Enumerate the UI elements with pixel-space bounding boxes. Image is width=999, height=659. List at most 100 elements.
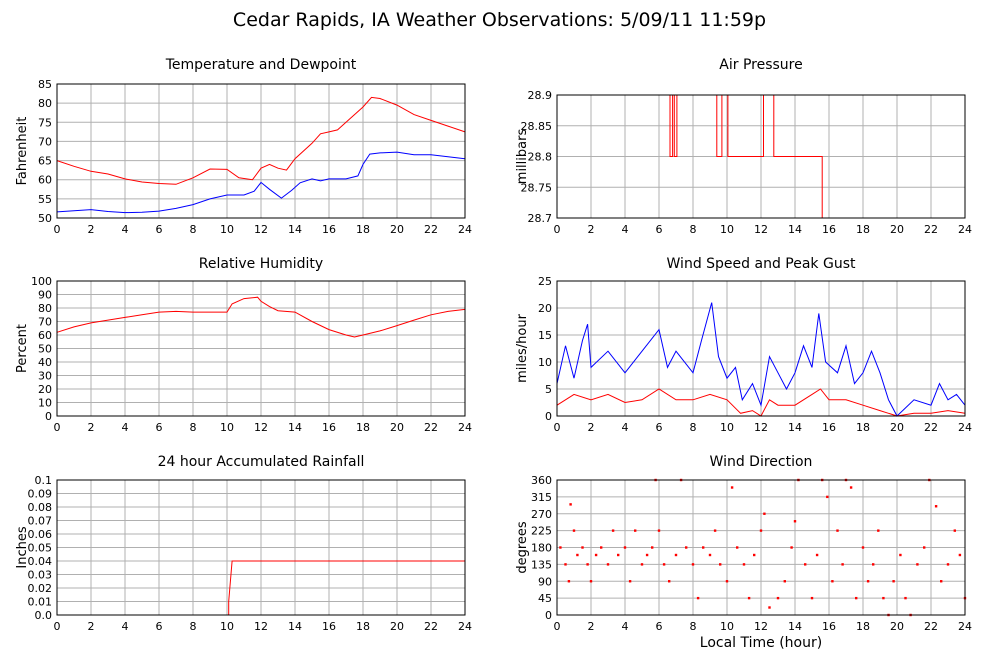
series-line-1 <box>557 94 965 219</box>
x-tick-label: 4 <box>122 620 129 633</box>
x-tick-label: 4 <box>122 223 129 236</box>
data-point <box>696 596 700 600</box>
data-point <box>810 596 814 600</box>
x-tick-label: 24 <box>458 223 472 236</box>
x-tick-label: 20 <box>390 223 404 236</box>
x-tick-label: 8 <box>690 620 697 633</box>
x-tick-label: 2 <box>588 620 595 633</box>
x-tick-label: 20 <box>890 421 904 434</box>
x-tick-label: 8 <box>190 620 197 633</box>
data-point <box>559 546 562 549</box>
x-tick-label: 20 <box>390 620 404 633</box>
x-tick-label: 12 <box>754 620 768 633</box>
x-tick-label: 2 <box>88 620 95 633</box>
x-tick-label: 16 <box>322 421 336 434</box>
data-point <box>783 580 786 583</box>
x-tick-label: 2 <box>88 421 95 434</box>
x-tick-label: 18 <box>856 620 870 633</box>
x-tick-label: 12 <box>254 223 268 236</box>
chart-title: Relative Humidity <box>199 256 323 272</box>
data-point <box>702 546 705 549</box>
y-axis-label: miles/hour <box>515 313 530 382</box>
data-point <box>606 563 610 566</box>
x-tick-label: 8 <box>190 223 197 236</box>
data-point <box>662 563 666 566</box>
y-tick-label: 65 <box>38 155 52 168</box>
x-tick-label: 24 <box>958 620 972 633</box>
data-point <box>882 596 885 600</box>
y-tick-label: 10 <box>38 397 52 410</box>
data-point <box>934 505 938 508</box>
chart-title: 24 hour Accumulated Rainfall <box>158 454 365 470</box>
x-tick-label: 22 <box>924 620 938 633</box>
data-point <box>849 486 853 489</box>
y-tick-label: 75 <box>38 116 52 129</box>
data-point <box>569 503 572 506</box>
data-point <box>572 529 576 532</box>
data-point <box>651 546 654 549</box>
x-tick-label: 0 <box>54 421 61 434</box>
data-point <box>836 529 839 532</box>
data-point <box>640 563 644 566</box>
x-tick-label: 18 <box>856 421 870 434</box>
x-tick-label: 12 <box>254 421 268 434</box>
data-point <box>742 563 746 566</box>
x-tick-label: 22 <box>424 620 438 633</box>
series-line-1 <box>556 302 966 417</box>
x-tick-label: 8 <box>190 421 197 434</box>
y-tick-label: 55 <box>38 193 52 206</box>
x-tick-label: 10 <box>720 421 734 434</box>
y-tick-label: 60 <box>38 329 52 342</box>
data-point <box>581 546 584 549</box>
x-tick-label: 14 <box>288 421 302 434</box>
data-point <box>747 596 751 600</box>
data-point <box>691 563 695 566</box>
x-tick-label: 20 <box>390 421 404 434</box>
y-tick-label: 0.01 <box>28 596 53 609</box>
x-tick-label: 8 <box>690 223 697 236</box>
data-point <box>657 529 661 532</box>
humidity-chart: 0 2 4 6 8 10 12 14 16 18 20 22 240102030405060708090… <box>15 256 472 434</box>
y-axis-label: Inches <box>15 526 30 568</box>
data-point <box>645 553 649 557</box>
x-tick-label: 14 <box>788 620 802 633</box>
y-tick-label: 100 <box>31 275 52 288</box>
x-tick-label: 16 <box>322 223 336 236</box>
x-tick-label: 20 <box>890 620 904 633</box>
x-tick-label: 0 <box>54 620 61 633</box>
data-point <box>804 563 807 566</box>
y-axis-label: Percent <box>15 324 30 373</box>
data-point <box>674 553 678 557</box>
x-tick-label: 22 <box>424 223 438 236</box>
x-tick-label: 0 <box>554 620 561 633</box>
x-tick-label: 10 <box>220 421 234 434</box>
data-point <box>916 563 919 566</box>
x-tick-label: 24 <box>958 223 972 236</box>
x-tick-label: 24 <box>958 421 972 434</box>
y-tick-label: 45 <box>538 592 552 605</box>
x-tick-label: 14 <box>288 620 302 633</box>
data-point <box>725 580 729 583</box>
data-point <box>763 512 766 515</box>
plot-frame <box>556 94 966 219</box>
data-point <box>861 546 865 549</box>
x-tick-label: 6 <box>156 620 163 633</box>
data-point <box>768 606 771 609</box>
data-point <box>866 580 870 583</box>
x-tick-label: 22 <box>424 421 438 434</box>
y-tick-label: 90 <box>538 575 552 588</box>
data-point <box>634 529 637 532</box>
rain-chart: 0 2 4 6 8 10 12 14 16 18 20 22 240.00.010.020.030.04… <box>15 454 472 633</box>
series-line-1 <box>56 96 466 185</box>
y-tick-label: 60 <box>38 174 52 187</box>
data-point <box>730 486 734 489</box>
data-point <box>708 553 712 557</box>
data-point <box>600 546 603 549</box>
y-tick-label: 20 <box>38 383 52 396</box>
x-tick-label: 0 <box>54 223 61 236</box>
y-tick-label: 0.07 <box>28 515 53 528</box>
x-tick-label: 24 <box>458 620 472 633</box>
data-point <box>790 546 793 549</box>
y-tick-label: 0 <box>545 609 552 622</box>
